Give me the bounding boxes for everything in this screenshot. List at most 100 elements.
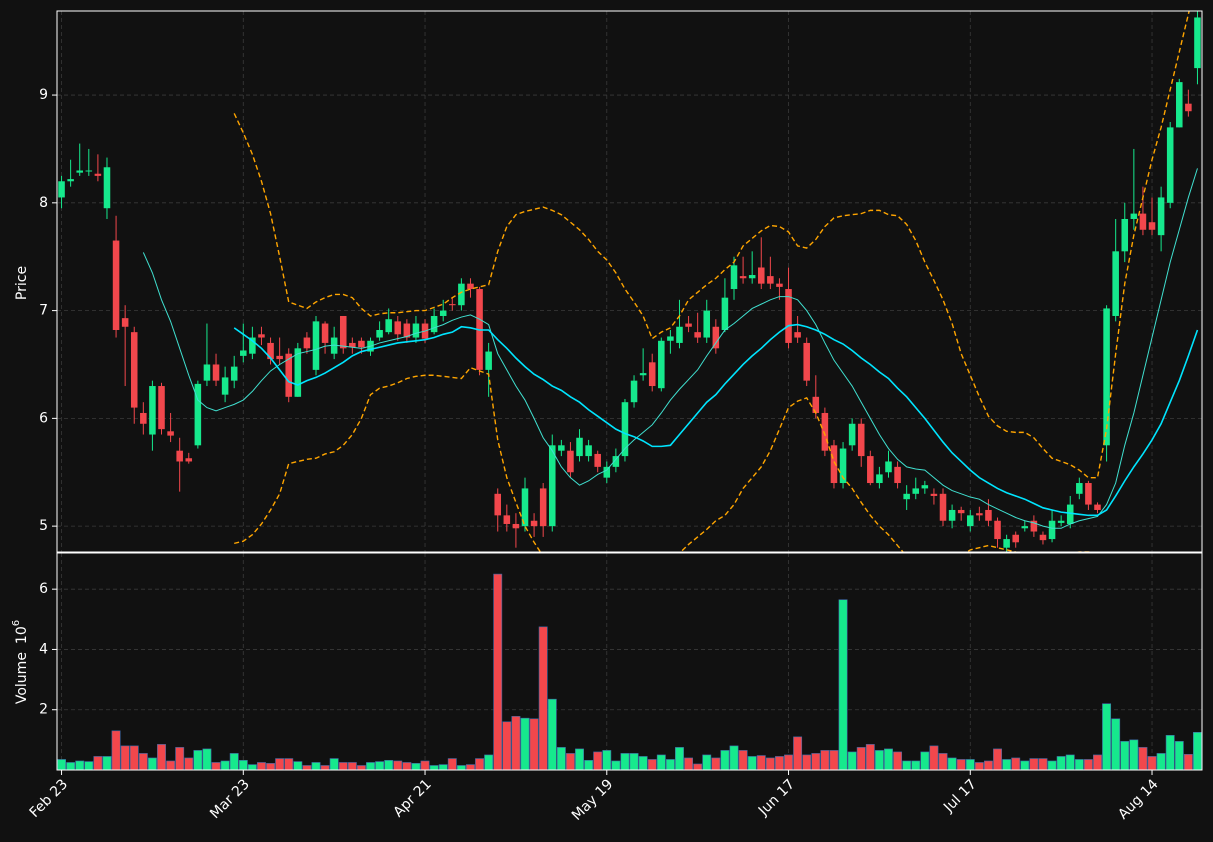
candle-body (994, 520, 1001, 540)
volume-bar (66, 762, 76, 770)
volume-bar (293, 761, 303, 770)
candle-body (158, 386, 165, 430)
candle-body (603, 466, 611, 478)
y-tick-label: 4 (39, 641, 48, 657)
volume-bar (1047, 760, 1057, 770)
candle-body (1003, 539, 1010, 548)
volume-bar (502, 721, 512, 770)
volume-bar (347, 762, 357, 770)
candle-body (694, 332, 701, 338)
volume-panel (57, 573, 1202, 770)
volume-bar (829, 750, 839, 770)
candle-body (249, 337, 256, 354)
volume-bar (1102, 703, 1112, 770)
candle-body (330, 337, 338, 354)
candle-body (639, 373, 647, 376)
volume-bar (102, 756, 112, 770)
overlay-line (234, 366, 1095, 552)
volume-bar (375, 761, 385, 770)
volume-bar (974, 762, 984, 770)
volume-bar (138, 753, 148, 770)
volume-bar (193, 750, 203, 770)
volume-bar (202, 748, 212, 770)
candle-body (203, 364, 211, 381)
candle-body (667, 336, 674, 341)
candle-body (503, 515, 511, 524)
candle-body (167, 431, 174, 436)
candle-body (76, 170, 83, 173)
volume-bar (984, 760, 993, 770)
volume-bar (1038, 758, 1048, 770)
volume-bar (411, 763, 421, 770)
volume-bar (384, 760, 394, 770)
candle-body (1012, 534, 1019, 543)
volume-bar (811, 753, 821, 770)
candle-body (494, 493, 502, 516)
candle-body (321, 323, 329, 343)
volume-bar (929, 745, 939, 770)
volume-bar (493, 573, 503, 770)
candle-body (558, 445, 565, 451)
volume-bar (911, 760, 921, 770)
y-tick-label: 5 (39, 518, 48, 534)
candle-body (1176, 82, 1183, 128)
volume-bar (93, 756, 103, 770)
volume-bar (602, 750, 612, 770)
volume-bar (620, 753, 630, 770)
candle-body (1139, 213, 1147, 230)
candle-body (757, 267, 765, 284)
candle-body (349, 342, 356, 348)
candle-body (1112, 251, 1119, 316)
volume-bar (238, 760, 248, 770)
volume-bar (902, 760, 912, 770)
volume-bar (702, 754, 712, 770)
candle-body (1076, 483, 1083, 494)
candle-body (776, 283, 783, 287)
volume-bar (956, 759, 966, 770)
candle-body (1021, 526, 1029, 529)
candle-body (439, 310, 447, 316)
candle-body (785, 289, 792, 343)
volume-bar (247, 764, 257, 770)
candle-body (467, 283, 474, 290)
volume-bar (547, 698, 557, 770)
candle-body (449, 304, 456, 306)
candle-body (240, 350, 247, 356)
candle-body (339, 315, 347, 349)
candle-body (630, 380, 638, 403)
volume-bar (420, 760, 430, 770)
candle-body (1148, 222, 1156, 230)
candle-body (1066, 504, 1074, 524)
candle-body (685, 323, 692, 327)
candle-body (885, 461, 892, 473)
volume-bar (820, 750, 830, 770)
candle-body (376, 329, 383, 338)
candle-body (967, 515, 974, 527)
candle-body (848, 423, 856, 446)
candle-body (112, 240, 120, 330)
candle-body (730, 265, 738, 290)
volume-bar (765, 757, 775, 770)
candle-body (430, 315, 438, 333)
volume-label: Volume (14, 652, 30, 704)
y-tick-label: 2 (39, 702, 48, 718)
volume-bar (284, 758, 294, 770)
volume-scale: 10 (14, 626, 30, 644)
volume-bar (484, 754, 494, 770)
volume-scale-exponent: 6 (11, 620, 22, 626)
volume-bar (1120, 741, 1130, 770)
candle-body (258, 334, 265, 338)
candle-body (1085, 483, 1092, 505)
candle-body (303, 337, 311, 349)
volume-bar (466, 764, 475, 770)
volume-bar (611, 760, 621, 770)
candle-body (212, 364, 220, 381)
volume-bar (638, 756, 648, 770)
candle-body (1057, 520, 1065, 523)
volume-bar (647, 759, 657, 770)
candle-body (576, 437, 583, 457)
volume-bar (447, 758, 457, 770)
volume-bar (793, 736, 803, 770)
candle-body (839, 448, 847, 484)
